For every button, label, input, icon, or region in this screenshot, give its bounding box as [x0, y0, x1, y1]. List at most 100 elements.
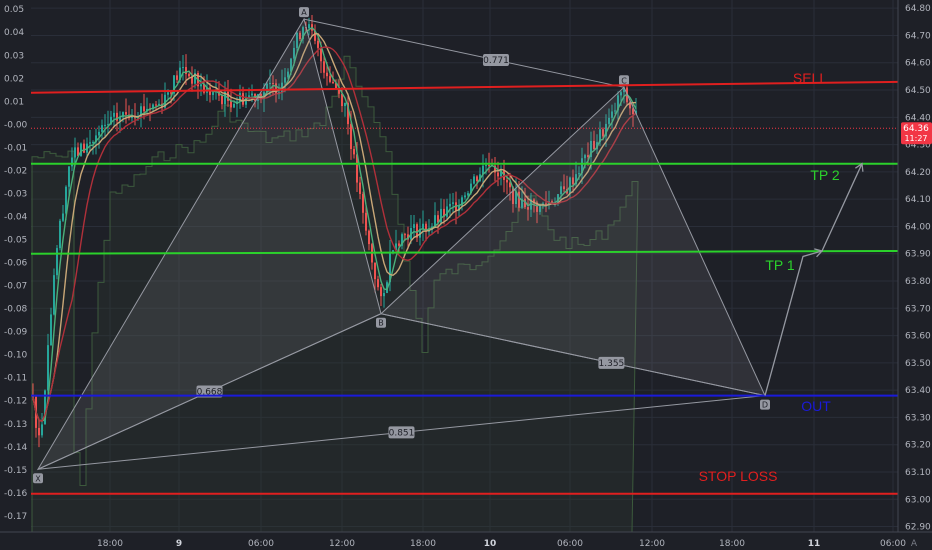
candle-body — [392, 250, 394, 252]
candle-body — [122, 112, 124, 118]
level-label-stop-loss: STOP LOSS — [699, 468, 778, 484]
harmonic-pattern[interactable]: 0.771 0.668 1.355 0.851 X A B C D — [33, 7, 770, 484]
candle-body — [104, 124, 106, 126]
left-tick: -0.12 — [4, 397, 27, 407]
candle-body — [524, 198, 526, 208]
right-tick: 64.50 — [905, 86, 931, 96]
candle-body — [125, 112, 127, 115]
candle-body — [185, 67, 187, 74]
candle-body — [374, 262, 376, 280]
moving-averages — [32, 26, 637, 423]
ratio-text: 0.668 — [197, 387, 223, 397]
candle-body — [467, 193, 469, 196]
right-tick: 64.10 — [905, 195, 931, 205]
point-box — [33, 473, 43, 484]
candle-body — [47, 345, 49, 391]
point-box — [760, 399, 770, 410]
point-a: A — [299, 7, 309, 18]
candle-body — [131, 116, 133, 119]
ratio-label-1: 0.668 — [196, 385, 223, 398]
ma-slow — [32, 46, 637, 423]
candle-body — [92, 141, 94, 143]
candle-body — [74, 147, 76, 158]
point-c: C — [619, 75, 629, 86]
candle-body — [353, 149, 355, 155]
left-tick: 0.05 — [4, 5, 24, 15]
candle-body — [68, 166, 70, 187]
candle-body — [287, 71, 289, 78]
ratio-box — [483, 54, 509, 67]
candle-body — [497, 172, 499, 177]
candle-body — [89, 142, 91, 144]
candle-body — [590, 140, 592, 157]
auto-scale-icon: A — [911, 539, 918, 549]
ratio-text: 0.851 — [389, 428, 415, 438]
candle-body — [356, 154, 358, 183]
point-b: B — [376, 317, 386, 328]
candle-body — [173, 75, 175, 94]
ratio-text: 0.771 — [483, 56, 509, 66]
right-tick: 63.80 — [905, 277, 931, 287]
candle-body — [587, 155, 589, 157]
candle-body — [41, 424, 43, 436]
candle-body — [191, 76, 193, 84]
point-label: X — [35, 474, 41, 483]
point-box — [619, 75, 629, 86]
candle-body — [350, 124, 352, 150]
candle-body — [458, 205, 460, 211]
candle-body — [404, 234, 406, 236]
price-levels[interactable]: SELL TP 2 TP 1 OUT STOP LOSS — [30, 70, 899, 495]
x-tick: 18:00 — [410, 539, 436, 549]
left-tick: -0.14 — [4, 443, 28, 453]
candle-body — [347, 102, 349, 125]
candle-body — [212, 92, 214, 95]
left-tick: -0.03 — [4, 189, 27, 199]
candle-body — [470, 183, 472, 194]
x-tick: 18:00 — [719, 539, 745, 549]
right-tick: 64.60 — [905, 59, 931, 69]
right-tick: 63.00 — [905, 495, 931, 505]
candle-body — [365, 212, 367, 231]
ratio-box — [196, 385, 223, 398]
candle-body — [377, 279, 379, 288]
x-tick: 06:00 — [880, 539, 906, 549]
candle-body — [560, 186, 562, 195]
candle-body — [119, 117, 121, 121]
candle-body — [464, 195, 466, 198]
candle-body — [143, 106, 145, 112]
candle-body — [425, 223, 427, 232]
candle-body — [140, 106, 142, 118]
candle-body — [620, 92, 622, 96]
candle-body — [167, 92, 169, 95]
candle-body — [488, 165, 490, 167]
candle-body — [443, 208, 445, 217]
candle-body — [584, 155, 586, 159]
point-x: X — [33, 473, 43, 484]
candle-body — [341, 93, 343, 107]
candle-body — [77, 147, 79, 156]
candle-body — [329, 76, 331, 82]
x-tick: 11 — [808, 539, 821, 549]
candle-body — [110, 116, 112, 125]
candle-body — [572, 177, 574, 185]
bottom-axis-bg — [0, 532, 932, 550]
right-tick: 64.40 — [905, 113, 931, 123]
candle-body — [368, 230, 370, 245]
candle-body — [170, 92, 172, 94]
candle-body — [230, 100, 232, 108]
candle-body — [155, 104, 157, 106]
trade-path — [764, 163, 863, 396]
level-label-tp-1: TP 1 — [765, 257, 795, 273]
candle-body — [203, 84, 205, 93]
candle-body — [317, 40, 319, 48]
candle-body — [539, 204, 541, 212]
point-box — [299, 7, 309, 18]
candle-body — [239, 93, 241, 102]
candle-body — [482, 165, 484, 175]
x-tick: 12:00 — [329, 539, 355, 549]
right-tick: 63.70 — [905, 304, 931, 314]
left-tick: -0.00 — [4, 120, 28, 130]
left-tick: -0.08 — [4, 305, 28, 315]
